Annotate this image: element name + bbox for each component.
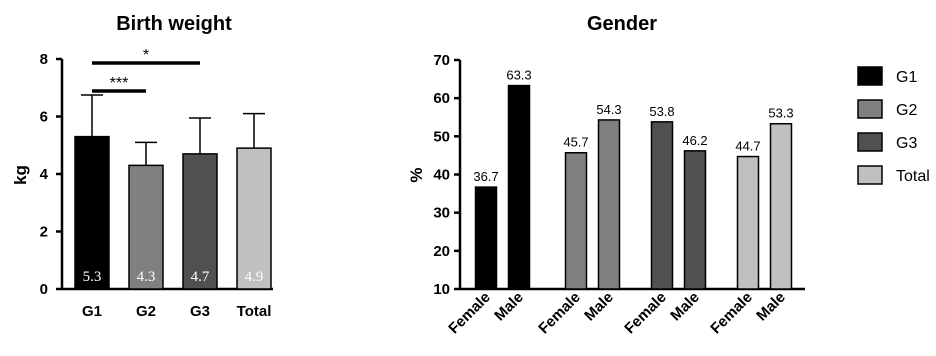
gender-ylabel: %: [407, 167, 426, 182]
gender-value-label: 53.8: [649, 104, 674, 119]
birth-weight-y-tick-label: 8: [40, 51, 48, 68]
gender-y-tick-label: 20: [433, 243, 450, 260]
gender-bar: [650, 121, 674, 290]
birth-weight-y-tick-label: 6: [40, 109, 48, 126]
gender-bar: [597, 119, 621, 290]
legend-label: G1: [896, 69, 917, 86]
gender-value-label: 46.2: [682, 133, 707, 148]
gender-category-label: Male: [581, 289, 617, 325]
gender-category-label: Male: [491, 289, 527, 325]
gender-chart: Gender % 10 20 30 40 50 60 70 36.7 63.3 45.7 54.3…: [407, 13, 805, 337]
gender-title: Gender: [587, 13, 657, 35]
birth-weight-category-label: Total: [237, 303, 272, 320]
gender-value-label: 54.3: [596, 102, 621, 117]
gender-bar: [474, 186, 498, 290]
gender-value-label: 63.3: [506, 68, 531, 83]
gender-category-label: Female: [445, 289, 494, 338]
legend-swatch: [857, 99, 883, 119]
birth-weight-category-label: G2: [136, 303, 156, 320]
birth-weight-ylabel: kg: [11, 165, 30, 185]
gender-bar: [736, 155, 760, 290]
birth-weight-value-label: 4.9: [245, 269, 264, 285]
gender-category-label: Male: [667, 289, 703, 325]
birth-weight-y-tick-label: 2: [40, 224, 48, 241]
legend-swatch: [857, 132, 883, 152]
gender-y-tick-label: 10: [433, 281, 450, 298]
birth-weight-chart: Birth weight kg 0 2 4 6 8 5.3 4.3 4.7 4.9 G1 G2 G…: [11, 13, 273, 320]
birth-weight-value-label: 5.3: [83, 269, 102, 285]
birth-weight-y-tick-label: 0: [40, 281, 48, 298]
significance-label: ***: [110, 75, 129, 92]
gender-legend: G1 G2 G3 Total: [857, 66, 930, 185]
birth-weight-bar: [74, 135, 110, 290]
birth-weight-bar: [236, 147, 272, 290]
birth-weight-value-label: 4.3: [137, 269, 156, 285]
birth-weight-value-label: 4.7: [191, 269, 210, 285]
gender-category-label: Female: [535, 289, 584, 338]
gender-bar: [507, 84, 531, 290]
legend-label: Total: [896, 168, 930, 185]
birth-weight-bar: [128, 164, 164, 290]
gender-y-tick-label: 60: [433, 90, 450, 107]
birth-weight-title: Birth weight: [116, 13, 232, 35]
gender-value-label: 44.7: [735, 139, 760, 154]
gender-y-tick-label: 40: [433, 167, 450, 184]
gender-bar: [769, 122, 793, 290]
legend-swatch: [857, 66, 883, 86]
gender-category-label: Female: [621, 289, 670, 338]
significance-label: *: [143, 47, 149, 64]
legend-swatch: [857, 165, 883, 185]
gender-category-label: Female: [707, 289, 756, 338]
birth-weight-category-label: G1: [82, 303, 102, 320]
gender-category-label: Male: [753, 289, 789, 325]
gender-y-tick-label: 30: [433, 205, 450, 222]
gender-value-label: 36.7: [473, 169, 498, 184]
gender-value-label: 45.7: [563, 135, 588, 150]
birth-weight-category-label: G3: [190, 303, 210, 320]
gender-y-tick-label: 70: [433, 52, 450, 69]
gender-bar: [683, 150, 707, 290]
legend-label: G2: [896, 102, 917, 119]
legend-label: G3: [896, 135, 917, 152]
gender-y-tick-label: 50: [433, 128, 450, 145]
birth-weight-y-tick-label: 4: [40, 166, 49, 183]
birth-weight-bar: [182, 153, 218, 290]
gender-bar: [564, 151, 588, 290]
gender-value-label: 53.3: [768, 106, 793, 121]
